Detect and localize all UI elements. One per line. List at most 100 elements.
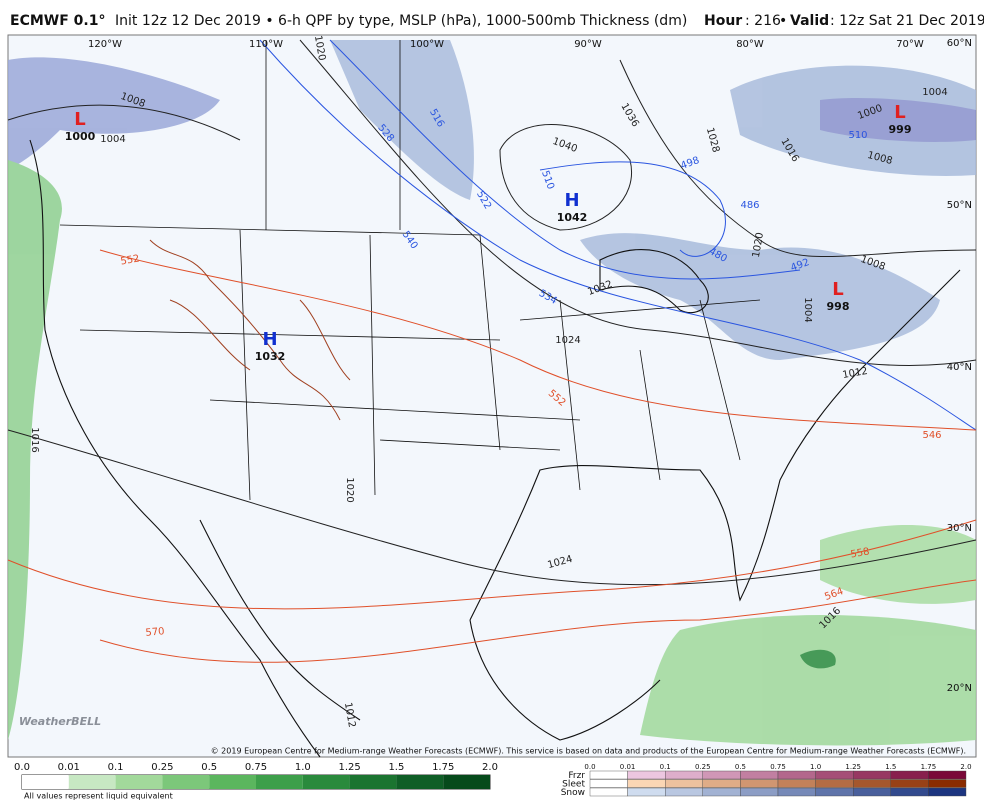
rain-swatch bbox=[162, 775, 210, 789]
rain-swatch bbox=[443, 775, 490, 789]
longitude-label: 80°W bbox=[736, 39, 764, 50]
pressure-center-symbol: H bbox=[564, 190, 579, 211]
mixed-swatch bbox=[928, 787, 967, 797]
contour-label: 510 bbox=[848, 130, 867, 141]
contours bbox=[7, 39, 977, 663]
rain-scale-label: 0.01 bbox=[58, 762, 80, 773]
mixed-swatch bbox=[627, 787, 666, 797]
watermark: WeatherBELL bbox=[19, 715, 101, 728]
rain-scale-label: 0.25 bbox=[151, 762, 173, 773]
mixed-swatch bbox=[740, 779, 779, 788]
mixed-swatch bbox=[665, 787, 704, 797]
mixed-swatch bbox=[777, 779, 816, 788]
mixed-swatch bbox=[853, 787, 892, 797]
terrain bbox=[149, 239, 351, 421]
mixed-swatch bbox=[890, 770, 929, 780]
mixed-swatch bbox=[702, 779, 741, 788]
description: Init 12z 12 Dec 2019 • 6-h QPF by type, … bbox=[115, 13, 687, 29]
mixed-swatch bbox=[589, 770, 628, 780]
mixed-scale-label: 0.75 bbox=[770, 763, 786, 771]
rain-swatch bbox=[68, 775, 116, 789]
rain-swatch bbox=[209, 775, 256, 789]
rain-scale-label: 1.5 bbox=[388, 762, 404, 773]
latitude-label: 20°N bbox=[947, 683, 972, 694]
mixed-swatch bbox=[815, 779, 854, 788]
mixed-swatch bbox=[665, 770, 704, 780]
mixed-swatch bbox=[627, 779, 666, 788]
pressure-center-symbol: L bbox=[74, 109, 85, 130]
longitude-label: 100°W bbox=[410, 39, 444, 50]
contour-label: 1016 bbox=[29, 427, 40, 452]
contour-label: 1020 bbox=[344, 477, 355, 502]
contour-label: 570 bbox=[145, 626, 165, 639]
contour-label: 552 bbox=[120, 253, 141, 267]
latitude-label: 40°N bbox=[947, 362, 972, 373]
rain-scale-label: 1.75 bbox=[432, 762, 454, 773]
rain-swatch bbox=[256, 775, 303, 789]
mixed-scale-label: 1.5 bbox=[885, 763, 896, 771]
pressure-center-symbol: L bbox=[894, 102, 905, 123]
mixed-row-label: Sleet bbox=[562, 780, 585, 790]
contour-label: 1004 bbox=[100, 134, 125, 145]
longitude-label: 70°W bbox=[896, 39, 924, 50]
pressure-center-value: 998 bbox=[827, 300, 850, 313]
coastline bbox=[469, 269, 961, 621]
mixed-swatch bbox=[627, 770, 666, 780]
rain-swatch bbox=[22, 775, 69, 789]
mixed-row-label: Snow bbox=[561, 788, 585, 798]
pressure-center-symbol: H bbox=[262, 329, 277, 350]
hour: : 216 bbox=[745, 13, 781, 29]
mixed-scale-label: 1.25 bbox=[845, 763, 861, 771]
mixed-swatch bbox=[777, 770, 816, 780]
rain-scale-label: 2.0 bbox=[482, 762, 498, 773]
rain-scale-label: 0.0 bbox=[14, 762, 30, 773]
mixed-swatch bbox=[890, 787, 929, 797]
hour-label: Hour bbox=[704, 13, 742, 29]
pressure-center-value: 1032 bbox=[255, 350, 286, 363]
mixed-swatch bbox=[589, 779, 628, 788]
pressure-center-symbol: L bbox=[832, 279, 843, 300]
pressure-center-value: 1042 bbox=[557, 211, 588, 224]
latitude-label: 30°N bbox=[947, 523, 972, 534]
latitude-label: 50°N bbox=[947, 200, 972, 211]
mixed-swatch bbox=[665, 779, 704, 788]
model: ECMWF 0.1° bbox=[10, 13, 105, 29]
mixed-swatch bbox=[777, 787, 816, 797]
coastline bbox=[469, 619, 661, 741]
rain-scale-label: 1.0 bbox=[295, 762, 311, 773]
contour-label: 1004 bbox=[802, 297, 813, 322]
mixed-swatch bbox=[740, 770, 779, 780]
legend: All values represent liquid equivalent 0… bbox=[14, 762, 972, 801]
mixed-scale-label: 0.5 bbox=[735, 763, 746, 771]
coastline bbox=[29, 139, 321, 758]
mixed-scale-label: 1.75 bbox=[921, 763, 937, 771]
rain-scale-label: 0.75 bbox=[245, 762, 267, 773]
valid: : 12z Sat 21 Dec 2019 bbox=[830, 13, 984, 29]
mixed-swatch bbox=[853, 779, 892, 788]
coastline bbox=[199, 519, 361, 721]
mixed-swatch bbox=[740, 787, 779, 797]
longitude-label: 110°W bbox=[249, 39, 283, 50]
rain-note: All values represent liquid equivalent bbox=[24, 792, 173, 801]
contour-label: 1012 bbox=[342, 702, 357, 729]
contour-label: 1004 bbox=[922, 87, 947, 98]
longitude-label: 120°W bbox=[88, 39, 122, 50]
mixed-swatch bbox=[589, 787, 628, 797]
latitude-label: 60°N bbox=[947, 38, 972, 49]
mixed-swatch bbox=[815, 787, 854, 797]
mixed-scale-label: 0.1 bbox=[660, 763, 671, 771]
contour-label: 1020 bbox=[312, 35, 327, 62]
contour-label: 486 bbox=[740, 200, 759, 211]
mixed-scale-label: 0.0 bbox=[584, 763, 595, 771]
rain-scale-label: 0.1 bbox=[108, 762, 124, 773]
contour-label: 558 bbox=[850, 546, 871, 560]
map: 1020103610281040103210241024101210161016… bbox=[7, 34, 977, 758]
mixed-swatch bbox=[815, 770, 854, 780]
mixed-row-label: Frzr bbox=[568, 771, 585, 781]
mixed-swatch bbox=[702, 770, 741, 780]
mixed-scale-label: 0.01 bbox=[620, 763, 636, 771]
copyright: © 2019 European Centre for Medium-range … bbox=[211, 747, 966, 756]
rain-scale-label: 0.5 bbox=[201, 762, 217, 773]
rain-swatch bbox=[349, 775, 397, 789]
